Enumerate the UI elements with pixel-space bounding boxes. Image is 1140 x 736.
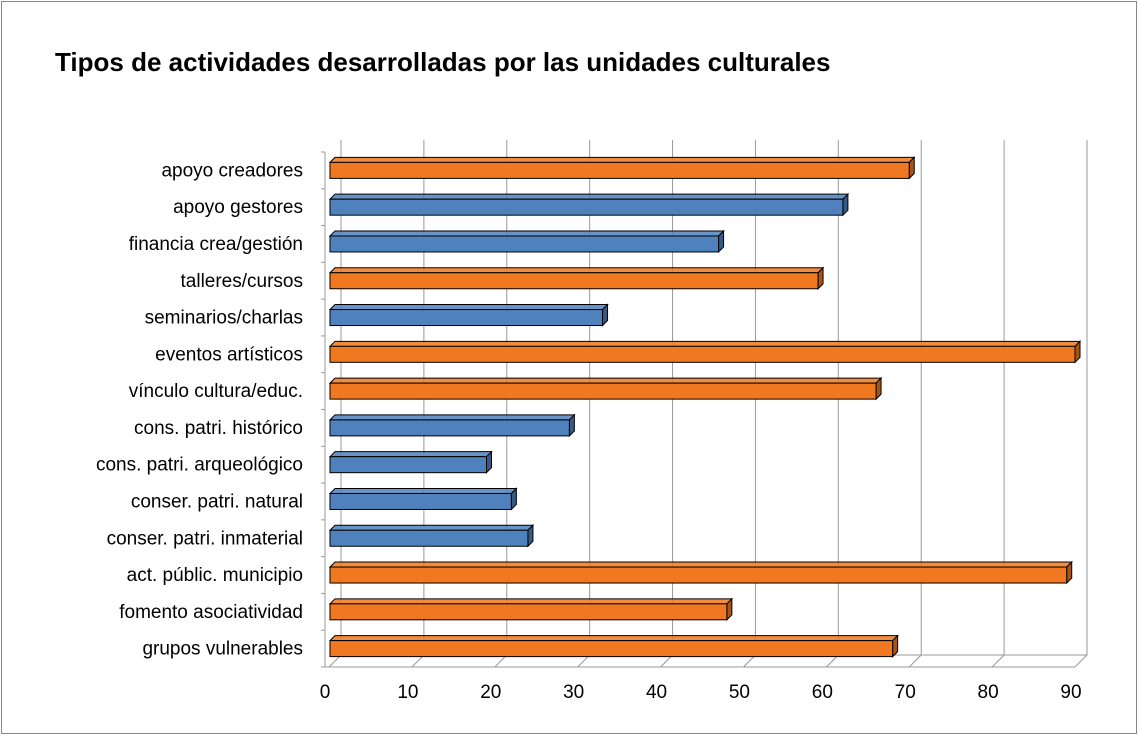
y-tick-label: conser. patri. natural [131,491,303,512]
bar [329,640,894,658]
x-tick-label: 40 [646,682,667,703]
bar-top [328,524,535,531]
bar [329,419,570,437]
bar [329,161,910,179]
y-tick-label: cons. patri. arqueológico [96,455,303,476]
bar-top [328,561,1073,568]
bar [329,529,529,547]
bar-top [328,230,725,237]
y-tick-label: vínculo cultura/educ. [129,381,303,402]
bar-top [328,193,850,200]
y-tick-label: fomento asociatividad [119,602,303,623]
x-tick-label: 70 [895,682,916,703]
y-tick-label: conser. patri. inmaterial [107,528,303,549]
y-tick-label: grupos vulnerables [142,639,303,660]
y-tick-label: cons. patri. histórico [134,418,303,439]
grid-line [660,140,674,668]
bar-top [328,340,1082,347]
grid-line [328,140,342,668]
x-tick-label: 10 [397,682,418,703]
bar-top [328,451,493,458]
bar [329,345,1076,363]
x-tick-label: 50 [729,682,750,703]
grid-line [743,140,756,668]
bar-top [328,156,916,163]
y-tick-label: talleres/cursos [181,271,304,292]
x-tick-label: 20 [480,682,501,703]
x-tick-label: 90 [1060,682,1081,703]
y-tick-label: eventos artísticos [155,344,303,365]
bar-top [328,377,883,384]
bar [329,382,877,400]
bar [329,566,1068,584]
grid-line [991,140,1005,668]
chart-title: Tipos de actividades desarrolladas por l… [55,47,831,77]
grid-line [494,140,508,668]
bar-top [328,487,518,494]
grid-line [577,140,591,668]
x-tick-label: 30 [563,682,584,703]
y-tick-label: seminarios/charlas [145,308,303,329]
y-tick-label: apoyo gestores [173,197,303,218]
y-tick-label: act. públic. municipio [127,565,303,586]
x-tick-label: 80 [978,682,999,703]
bar [329,492,512,510]
grid-line [411,140,425,668]
bar-top [328,635,899,642]
grid-line [1074,140,1088,668]
y-tick-label: apoyo creadores [161,160,303,181]
bar [329,603,728,621]
grid-line [908,140,922,668]
bar [329,198,844,216]
bar [329,309,604,327]
bar-top [328,598,734,605]
bar-top [328,304,609,311]
bar [329,272,819,290]
bar-top [328,414,576,421]
bar-top [328,267,825,274]
bar [329,456,487,474]
x-tick-label: 60 [812,682,833,703]
grid-line [825,140,839,668]
x-tick-label: 0 [320,682,331,703]
bar [329,235,720,253]
y-tick-label: financia crea/gestión [129,234,303,255]
